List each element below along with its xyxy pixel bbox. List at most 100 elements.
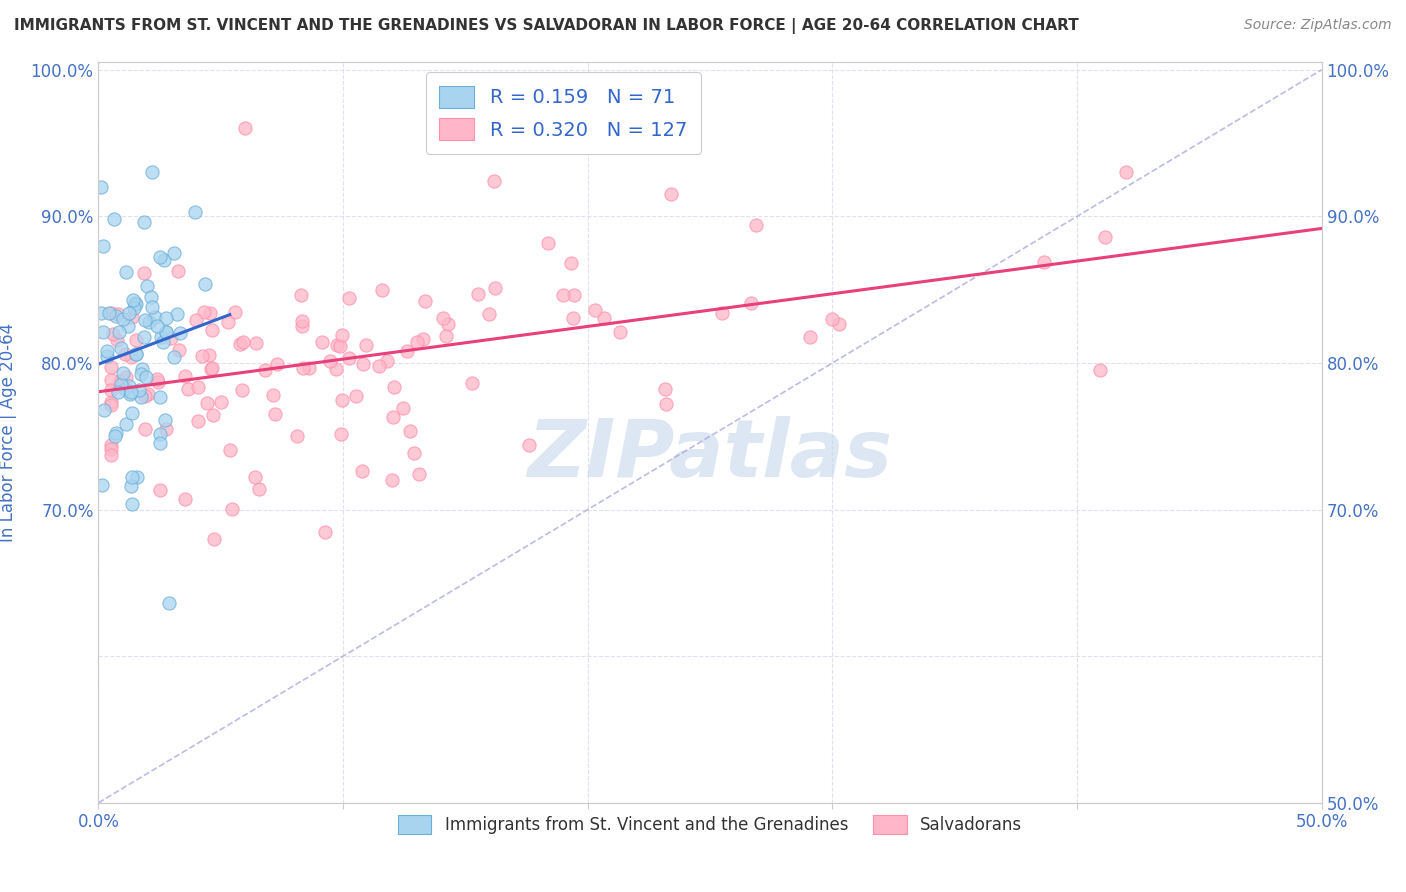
Text: ZIPatlas: ZIPatlas <box>527 416 893 494</box>
Point <box>659 186 682 201</box>
Point <box>202 532 225 546</box>
Point <box>141 165 163 179</box>
Point <box>382 380 405 394</box>
Point <box>120 479 142 493</box>
Point <box>194 277 217 292</box>
Point <box>122 301 145 316</box>
Point <box>149 483 172 497</box>
Point <box>110 341 132 355</box>
Point <box>517 438 540 452</box>
Point <box>285 429 308 443</box>
Point <box>1033 254 1056 268</box>
Point <box>354 338 377 352</box>
Point <box>381 410 404 425</box>
Point <box>115 369 138 384</box>
Point <box>131 367 153 381</box>
Point <box>583 302 606 317</box>
Point <box>131 361 153 376</box>
Point <box>91 325 114 339</box>
Point <box>114 347 136 361</box>
Point <box>467 287 489 301</box>
Point <box>125 297 148 311</box>
Point <box>127 470 149 484</box>
Point <box>121 470 143 484</box>
Point <box>163 246 186 260</box>
Point <box>153 252 176 267</box>
Point <box>100 448 122 462</box>
Point <box>90 477 112 491</box>
Point <box>155 325 177 339</box>
Point <box>432 311 454 326</box>
Point <box>412 332 434 346</box>
Point <box>711 306 734 320</box>
Point <box>107 384 129 399</box>
Point <box>319 354 342 368</box>
Point <box>104 425 127 440</box>
Point <box>337 291 360 305</box>
Point <box>352 357 374 371</box>
Point <box>1094 230 1116 244</box>
Point <box>229 337 252 351</box>
Point <box>134 266 156 280</box>
Point <box>413 294 436 309</box>
Point <box>381 473 404 487</box>
Point <box>740 295 762 310</box>
Point <box>187 414 209 428</box>
Point <box>828 317 851 331</box>
Point <box>155 422 177 436</box>
Point <box>375 354 398 368</box>
Point <box>105 334 128 348</box>
Point <box>90 306 112 320</box>
Point <box>654 397 676 411</box>
Point <box>183 205 205 219</box>
Point <box>118 379 141 393</box>
Point <box>100 374 122 388</box>
Point <box>330 426 353 441</box>
Point <box>166 307 188 321</box>
Point <box>91 238 114 252</box>
Point <box>745 218 768 232</box>
Point <box>103 212 125 227</box>
Point <box>311 334 333 349</box>
Point <box>150 330 173 344</box>
Point <box>155 413 177 427</box>
Point <box>337 351 360 365</box>
Point <box>173 369 195 384</box>
Point <box>247 482 270 496</box>
Point <box>325 361 347 376</box>
Point <box>190 349 212 363</box>
Point <box>232 334 254 349</box>
Point <box>609 325 631 339</box>
Point <box>290 288 312 302</box>
Point <box>233 121 256 136</box>
Point <box>253 363 276 377</box>
Point <box>122 293 145 307</box>
Point <box>134 369 156 384</box>
Point <box>118 306 141 320</box>
Point <box>402 446 425 460</box>
Point <box>799 330 821 344</box>
Point <box>120 350 142 364</box>
Point <box>149 427 172 442</box>
Point <box>177 382 200 396</box>
Point <box>201 409 224 423</box>
Point <box>100 306 122 320</box>
Point <box>484 280 506 294</box>
Point <box>121 406 143 420</box>
Point <box>217 315 239 329</box>
Point <box>291 314 314 328</box>
Point <box>371 283 394 297</box>
Point <box>562 311 585 326</box>
Point <box>187 380 209 394</box>
Point <box>111 367 134 381</box>
Point <box>118 387 141 401</box>
Point <box>124 296 146 310</box>
Point <box>1088 363 1111 377</box>
Point <box>160 331 183 345</box>
Text: Source: ZipAtlas.com: Source: ZipAtlas.com <box>1244 18 1392 32</box>
Point <box>344 389 367 403</box>
Point <box>654 382 676 396</box>
Point <box>408 467 430 482</box>
Point <box>405 335 427 350</box>
Point <box>201 323 224 337</box>
